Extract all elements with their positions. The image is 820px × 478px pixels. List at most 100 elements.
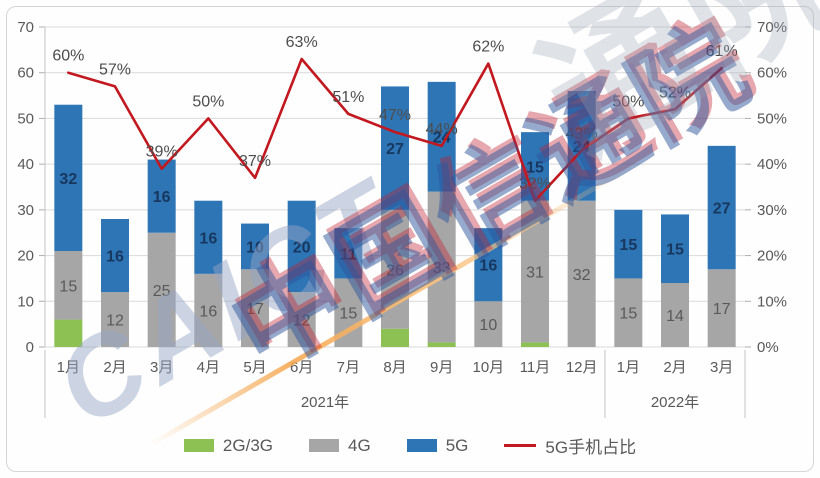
svg-text:40%: 40%: [757, 156, 787, 173]
legend-item-2G/3G: 2G/3G: [183, 435, 274, 456]
svg-text:15: 15: [526, 159, 544, 176]
svg-text:16: 16: [106, 249, 124, 266]
bar-segment-2G/3G-8: [427, 342, 456, 347]
svg-text:27: 27: [386, 141, 404, 158]
svg-text:31: 31: [526, 265, 544, 282]
svg-text:32%: 32%: [519, 176, 551, 193]
svg-text:1月: 1月: [617, 359, 640, 376]
svg-text:0: 0: [26, 339, 34, 356]
legend-swatch-icon: [309, 439, 340, 452]
svg-text:4月: 4月: [197, 359, 220, 376]
svg-text:11: 11: [340, 246, 357, 263]
svg-text:14: 14: [666, 308, 684, 325]
svg-text:15: 15: [619, 306, 637, 323]
svg-text:44%: 44%: [426, 121, 458, 138]
svg-text:60: 60: [17, 65, 34, 82]
bar-segment-4G-13: [661, 283, 689, 347]
svg-text:20: 20: [293, 239, 311, 256]
legend-label: 5G手机占比: [545, 438, 637, 457]
bar-segment-2G/3G-10: [521, 342, 549, 347]
svg-text:15: 15: [59, 278, 77, 295]
svg-text:25: 25: [153, 283, 171, 300]
svg-text:15: 15: [619, 237, 637, 254]
svg-text:3月: 3月: [150, 359, 173, 376]
svg-text:6月: 6月: [290, 359, 313, 376]
svg-text:17: 17: [246, 301, 264, 318]
legend-swatch-icon: [183, 439, 214, 452]
svg-text:15: 15: [666, 242, 684, 259]
svg-text:16: 16: [199, 303, 217, 320]
svg-text:5月: 5月: [243, 359, 266, 376]
legend-label: 4G: [348, 435, 371, 455]
svg-text:10月: 10月: [472, 359, 504, 376]
year-group-labels: 2021年 2022年: [301, 394, 699, 411]
svg-text:43%: 43%: [566, 125, 598, 142]
svg-text:50%: 50%: [612, 93, 644, 110]
svg-text:50: 50: [17, 110, 34, 127]
x-axis-labels: 1月 2月 3月 4月 5月 6月 7月 8月 9月 10月 11月 12月 1月 2月 3月: [57, 359, 734, 376]
legend-label: 2G/3G: [222, 435, 274, 455]
bar-segment-2G/3G-7: [381, 328, 409, 347]
bar-segment-4G-1: [101, 292, 129, 347]
svg-text:20: 20: [17, 248, 34, 265]
svg-text:57%: 57%: [99, 61, 131, 78]
svg-text:7月: 7月: [337, 359, 360, 376]
svg-text:17: 17: [713, 301, 731, 318]
svg-text:2月: 2月: [663, 359, 686, 376]
svg-text:2月: 2月: [103, 359, 126, 376]
bar-segment-5G-1: [101, 219, 129, 293]
svg-text:10: 10: [479, 317, 497, 334]
svg-text:32: 32: [573, 267, 591, 284]
svg-text:20%: 20%: [757, 248, 787, 265]
svg-text:8月: 8月: [383, 359, 406, 376]
svg-text:11月: 11月: [520, 359, 551, 376]
left-axis-labels: 0 10 20 30 40 50 60 70: [17, 19, 34, 356]
bar-segment-4G-0: [54, 251, 83, 320]
line-point-labels: 60% 57% 39% 50% 37% 63% 51% 47% 44% 62% 32% 43% 50% 5…: [52, 34, 737, 193]
svg-text:33: 33: [433, 260, 451, 277]
percentage-line: [67, 57, 723, 203]
line-series: [67, 57, 723, 203]
svg-text:70: 70: [17, 19, 34, 36]
bar-segment-5G-0: [54, 104, 83, 251]
svg-text:15: 15: [339, 306, 357, 323]
svg-text:2021年: 2021年: [301, 394, 349, 411]
svg-text:50%: 50%: [192, 93, 224, 110]
legend: 2G/3G 4G 5G 5G手机占比: [0, 433, 820, 458]
svg-text:39%: 39%: [146, 144, 178, 161]
svg-text:24: 24: [573, 139, 591, 156]
svg-text:16: 16: [479, 258, 497, 275]
right-axis-labels: 0% 10% 20% 30% 40% 50% 60% 70%: [757, 19, 787, 356]
legend-line-icon: [504, 444, 537, 447]
svg-text:10: 10: [17, 293, 34, 310]
bar-segment-2G/3G-0: [54, 319, 83, 347]
svg-text:62%: 62%: [472, 39, 504, 56]
svg-text:30%: 30%: [757, 202, 787, 219]
svg-text:0%: 0%: [757, 339, 779, 356]
svg-text:37%: 37%: [239, 153, 271, 170]
svg-text:9月: 9月: [430, 359, 453, 376]
svg-text:61%: 61%: [706, 43, 738, 60]
legend-item-5G: 5G: [406, 435, 469, 456]
bar-segment-5G-14: [707, 145, 736, 270]
svg-text:60%: 60%: [757, 65, 787, 82]
bar-segment-5G-13: [661, 214, 689, 283]
svg-text:1月: 1月: [57, 359, 80, 376]
svg-text:60%: 60%: [52, 48, 84, 65]
svg-text:26: 26: [386, 262, 404, 279]
svg-text:16: 16: [153, 189, 171, 206]
svg-text:27: 27: [713, 201, 731, 218]
svg-text:40: 40: [17, 156, 34, 173]
bar-segment-4G-14: [707, 269, 736, 347]
legend-item-4G: 4G: [309, 436, 371, 456]
svg-text:16: 16: [199, 230, 217, 247]
legend-label: 5G: [445, 435, 469, 455]
svg-text:12: 12: [106, 313, 124, 330]
svg-text:50%: 50%: [757, 110, 787, 127]
svg-text:3月: 3月: [710, 359, 733, 376]
svg-text:51%: 51%: [332, 89, 364, 106]
svg-text:12月: 12月: [566, 359, 598, 376]
svg-text:24: 24: [433, 130, 451, 147]
svg-text:47%: 47%: [379, 107, 411, 124]
